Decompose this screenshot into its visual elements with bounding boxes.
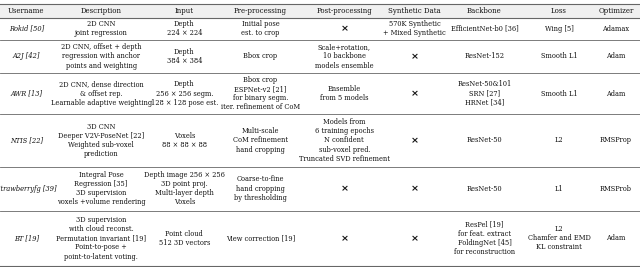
Text: RMSProb: RMSProb	[600, 184, 632, 193]
Text: 2D CNN
joint regression: 2D CNN joint regression	[75, 20, 127, 37]
Text: AWR [13]: AWR [13]	[10, 89, 42, 97]
Text: L2
Chamfer and EMD
KL constraint: L2 Chamfer and EMD KL constraint	[527, 225, 591, 251]
Text: NTIS [22]: NTIS [22]	[10, 136, 43, 144]
Text: 2D CNN, offset + depth
regression with anchor
points and weighting: 2D CNN, offset + depth regression with a…	[61, 43, 141, 69]
Text: ResPel [19]
for feat. extract
FoldingNet [45]
for reconstruction: ResPel [19] for feat. extract FoldingNet…	[454, 220, 515, 256]
Text: Pre-processing: Pre-processing	[234, 7, 287, 15]
Text: $\mathbf{\times}$: $\mathbf{\times}$	[410, 233, 419, 243]
Text: Adam: Adam	[606, 234, 626, 242]
Text: A2J [42]: A2J [42]	[13, 52, 40, 60]
Text: Backbone: Backbone	[467, 7, 502, 15]
Text: Multi-scale
CoM refinement
hand cropping: Multi-scale CoM refinement hand cropping	[233, 127, 288, 154]
Text: 2D CNN, dense direction
& offset rep.
Learnable adaptive weighting: 2D CNN, dense direction & offset rep. Le…	[51, 80, 152, 107]
Text: Username: Username	[8, 7, 45, 15]
Text: Depth image 256 × 256
3D point proj.
Multi-layer depth
Voxels: Depth image 256 × 256 3D point proj. Mul…	[144, 171, 225, 206]
Text: Smooth L1: Smooth L1	[541, 89, 577, 97]
Text: Scale+rotation,
10 backbone
models ensemble: Scale+rotation, 10 backbone models ensem…	[315, 43, 374, 69]
Text: Wing [5]: Wing [5]	[545, 25, 573, 33]
Text: L1: L1	[555, 184, 563, 193]
Text: ResNet-50: ResNet-50	[467, 184, 502, 193]
Text: Description: Description	[81, 7, 122, 15]
Text: $\mathbf{\times}$: $\mathbf{\times}$	[340, 184, 349, 193]
Text: $\mathbf{\times}$: $\mathbf{\times}$	[410, 136, 419, 145]
Text: Voxels
88 × 88 × 88: Voxels 88 × 88 × 88	[162, 132, 207, 149]
Text: Adam: Adam	[606, 52, 626, 60]
Text: ResNet-50&101
SRN [27]
HRNet [34]: ResNet-50&101 SRN [27] HRNet [34]	[458, 80, 511, 107]
Text: Point cloud
512 3D vectors: Point cloud 512 3D vectors	[159, 230, 210, 247]
Text: Input: Input	[175, 7, 194, 15]
Text: $\mathbf{\times}$: $\mathbf{\times}$	[410, 184, 419, 193]
Text: Integral Pose
Regression [35]
3D supervision
voxels +volume rendering: Integral Pose Regression [35] 3D supervi…	[57, 171, 145, 206]
Text: Initial pose
est. to crop: Initial pose est. to crop	[241, 20, 280, 37]
Text: $\mathbf{\times}$: $\mathbf{\times}$	[340, 233, 349, 243]
Text: $\mathbf{\times}$: $\mathbf{\times}$	[410, 52, 419, 61]
Text: ResNet-50: ResNet-50	[467, 136, 502, 144]
Text: L2: L2	[555, 136, 563, 144]
Text: Adamax: Adamax	[602, 25, 630, 33]
Text: $\mathbf{\times}$: $\mathbf{\times}$	[410, 89, 419, 98]
Text: Rokid [50]: Rokid [50]	[8, 25, 44, 33]
Text: Depth
384 × 384: Depth 384 × 384	[166, 48, 202, 65]
Text: 3D CNN
Deeper V2V-PoseNet [22]
Weighted sub-voxel
prediction: 3D CNN Deeper V2V-PoseNet [22] Weighted …	[58, 123, 144, 158]
Text: 3D supervision
with cloud reconst.
Permutation invariant [19]
Point-to-pose +
po: 3D supervision with cloud reconst. Permu…	[56, 216, 146, 261]
Text: Optimizer: Optimizer	[598, 7, 634, 15]
Text: ResNet-152: ResNet-152	[465, 52, 504, 60]
Text: Adam: Adam	[606, 89, 626, 97]
Text: BT [19]: BT [19]	[13, 234, 39, 242]
Text: Post-processing: Post-processing	[316, 7, 372, 15]
Text: EfficientNet-b0 [36]: EfficientNet-b0 [36]	[451, 25, 518, 33]
Text: $\mathbf{\times}$: $\mathbf{\times}$	[340, 24, 349, 34]
Text: Models from
6 training epochs
N confident
sub-voxel pred.
Truncated SVD refineme: Models from 6 training epochs N confiden…	[299, 118, 390, 163]
Text: View correction [19]: View correction [19]	[226, 234, 295, 242]
Text: Coarse-to-fine
hand cropping
by thresholding: Coarse-to-fine hand cropping by threshol…	[234, 175, 287, 202]
Text: RMSProp: RMSProp	[600, 136, 632, 144]
Text: Synthetic Data: Synthetic Data	[388, 7, 441, 15]
Text: Ensemble
from 5 models: Ensemble from 5 models	[320, 85, 369, 102]
Text: Smooth L1: Smooth L1	[541, 52, 577, 60]
Bar	[0, 4, 640, 18]
Text: Bbox crop: Bbox crop	[243, 52, 278, 60]
Text: 570K Synthetic
+ Mixed Synthetic: 570K Synthetic + Mixed Synthetic	[383, 20, 446, 37]
Text: Strawberryfg [39]: Strawberryfg [39]	[0, 184, 56, 193]
Text: Depth
224 × 224: Depth 224 × 224	[166, 20, 202, 37]
Text: Loss: Loss	[551, 7, 567, 15]
Text: Depth
256 × 256 segm.
128 × 128 pose est.: Depth 256 × 256 segm. 128 × 128 pose est…	[150, 80, 218, 107]
Text: Bbox crop
ESPNet-v2 [21]
for binary segm.
iter. refinement of CoM: Bbox crop ESPNet-v2 [21] for binary segm…	[221, 76, 300, 111]
